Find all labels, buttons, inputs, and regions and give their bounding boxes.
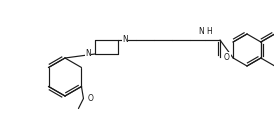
Text: O: O [87, 94, 93, 103]
Text: N: N [122, 36, 128, 45]
Text: O: O [224, 52, 230, 61]
Text: N: N [198, 26, 204, 36]
Text: H: H [206, 26, 212, 36]
Text: N: N [85, 50, 91, 59]
